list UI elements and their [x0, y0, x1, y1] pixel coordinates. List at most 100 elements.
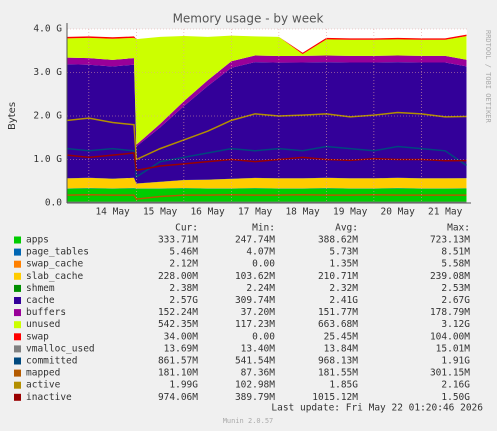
legend-label: committed	[26, 356, 77, 367]
legend-stat: 542.35M	[158, 319, 198, 330]
legend-stat: 34.00M	[164, 331, 199, 342]
legend-stat: 228.00M	[158, 271, 198, 282]
legend-swatch	[14, 260, 21, 268]
legend-stat: 2.67G	[441, 295, 470, 306]
legend-stat: 103.62M	[235, 271, 275, 282]
legend-label: mapped	[26, 368, 60, 379]
legend-stat: 37.20M	[241, 307, 276, 318]
legend-swatch	[14, 333, 21, 341]
legend-swatch	[14, 248, 21, 256]
legend-swatch	[14, 284, 21, 292]
legend-stat: 4.07M	[246, 247, 275, 258]
legend-stat: 210.71M	[318, 271, 358, 282]
legend-label: apps	[26, 235, 49, 246]
legend-stat: 3.12G	[441, 319, 470, 330]
legend-swatch	[14, 357, 21, 365]
legend-swatch	[14, 236, 21, 244]
legend-label: active	[26, 380, 61, 391]
legend-stat: 13.84M	[324, 343, 359, 354]
y-axis-label: Bytes	[7, 102, 18, 130]
legend-stat: 152.24M	[158, 307, 198, 318]
legend-stat: 5.58M	[441, 259, 470, 270]
legend-stat: 2.57G	[169, 295, 198, 306]
legend-stat: 2.41G	[329, 295, 358, 306]
legend-stat: 15.01M	[436, 343, 471, 354]
legend-stat: 388.62M	[318, 235, 358, 246]
area	[67, 187, 467, 189]
area	[67, 177, 467, 189]
legend-label: buffers	[26, 307, 66, 318]
legend-stat: 1015.12M	[312, 392, 358, 403]
credit: Munin 2.0.57	[223, 417, 274, 425]
legend-stat: 541.54M	[235, 356, 275, 367]
chart-title: Memory usage - by week	[173, 12, 324, 26]
x-tick-label: 19 May	[333, 207, 368, 218]
legend-label: vmalloc_used	[26, 343, 95, 354]
legend-stat: 2.38M	[169, 283, 198, 294]
y-tick-label: 3.0 G	[33, 67, 62, 78]
area	[67, 62, 467, 184]
legend-stat: 13.69M	[164, 343, 199, 354]
legend-header: Cur:	[175, 223, 198, 234]
legend-stat: 301.15M	[430, 368, 470, 379]
legend-header: Avg:	[335, 223, 358, 234]
legend-swatch	[14, 393, 21, 401]
x-tick-label: 14 May	[95, 207, 130, 218]
legend-stat: 1.91G	[441, 356, 470, 367]
legend-stat: 117.23M	[235, 319, 275, 330]
line	[67, 145, 467, 179]
legend-swatch	[14, 272, 21, 280]
legend-stat: 0.00	[252, 259, 275, 270]
legend-header: Max:	[447, 223, 470, 234]
legend-stat: 333.71M	[158, 235, 198, 246]
legend-stat: 2.24M	[246, 283, 275, 294]
legend-stat: 151.77M	[318, 307, 358, 318]
y-tick-label: 0.0	[45, 198, 62, 209]
legend-label: swap_cache	[26, 259, 83, 270]
legend-label: page_tables	[26, 247, 89, 258]
legend-stat: 178.79M	[430, 307, 470, 318]
legend-label: slab_cache	[26, 271, 83, 282]
legend-stat: 389.79M	[235, 392, 275, 403]
area	[67, 187, 467, 189]
x-tick-label: 20 May	[380, 207, 415, 218]
legend-stat: 309.74M	[235, 295, 275, 306]
last-update: Last update: Fri May 22 01:20:46 2026	[271, 403, 483, 414]
area	[67, 35, 467, 145]
legend-swatch	[14, 369, 21, 377]
legend-stat: 663.68M	[318, 319, 358, 330]
legend-swatch	[14, 345, 21, 353]
legend-stat: 2.16G	[441, 380, 470, 391]
legend-stat: 25.45M	[324, 331, 359, 342]
legend-stat: 974.06M	[158, 392, 198, 403]
area	[67, 34, 467, 55]
area	[67, 55, 467, 147]
legend-label: swap	[26, 331, 49, 342]
legend-stat: 1.35M	[329, 259, 358, 270]
x-tick-label: 16 May	[190, 207, 225, 218]
line	[67, 111, 467, 161]
legend-swatch	[14, 297, 21, 304]
legend-stat: 5.46M	[169, 247, 198, 258]
legend-stat: 8.51M	[441, 247, 470, 258]
legend-swatch	[14, 321, 21, 329]
y-tick-label: 2.0 G	[33, 111, 62, 122]
legend-stat: 0.00	[252, 331, 275, 342]
legend-label: shmem	[26, 283, 55, 294]
legend-stat: 87.36M	[241, 368, 276, 379]
legend-stat: 181.10M	[158, 368, 198, 379]
legend-stat: 2.32M	[329, 283, 358, 294]
legend-stat: 102.98M	[235, 380, 275, 391]
legend-stat: 2.53M	[441, 283, 470, 294]
legend-stat: 247.74M	[235, 235, 275, 246]
legend-swatch	[14, 309, 21, 317]
legend-stat: 1.50G	[441, 392, 470, 403]
x-tick-label: 21 May	[428, 207, 463, 218]
x-tick-label: 18 May	[285, 207, 320, 218]
x-tick-label: 17 May	[238, 207, 273, 218]
x-tick-label: 15 May	[143, 207, 178, 218]
legend-label: inactive	[26, 392, 72, 403]
side-text: RRDTOOL / TOBI OETIKER	[484, 30, 492, 124]
legend-stat: 723.13M	[430, 235, 470, 246]
